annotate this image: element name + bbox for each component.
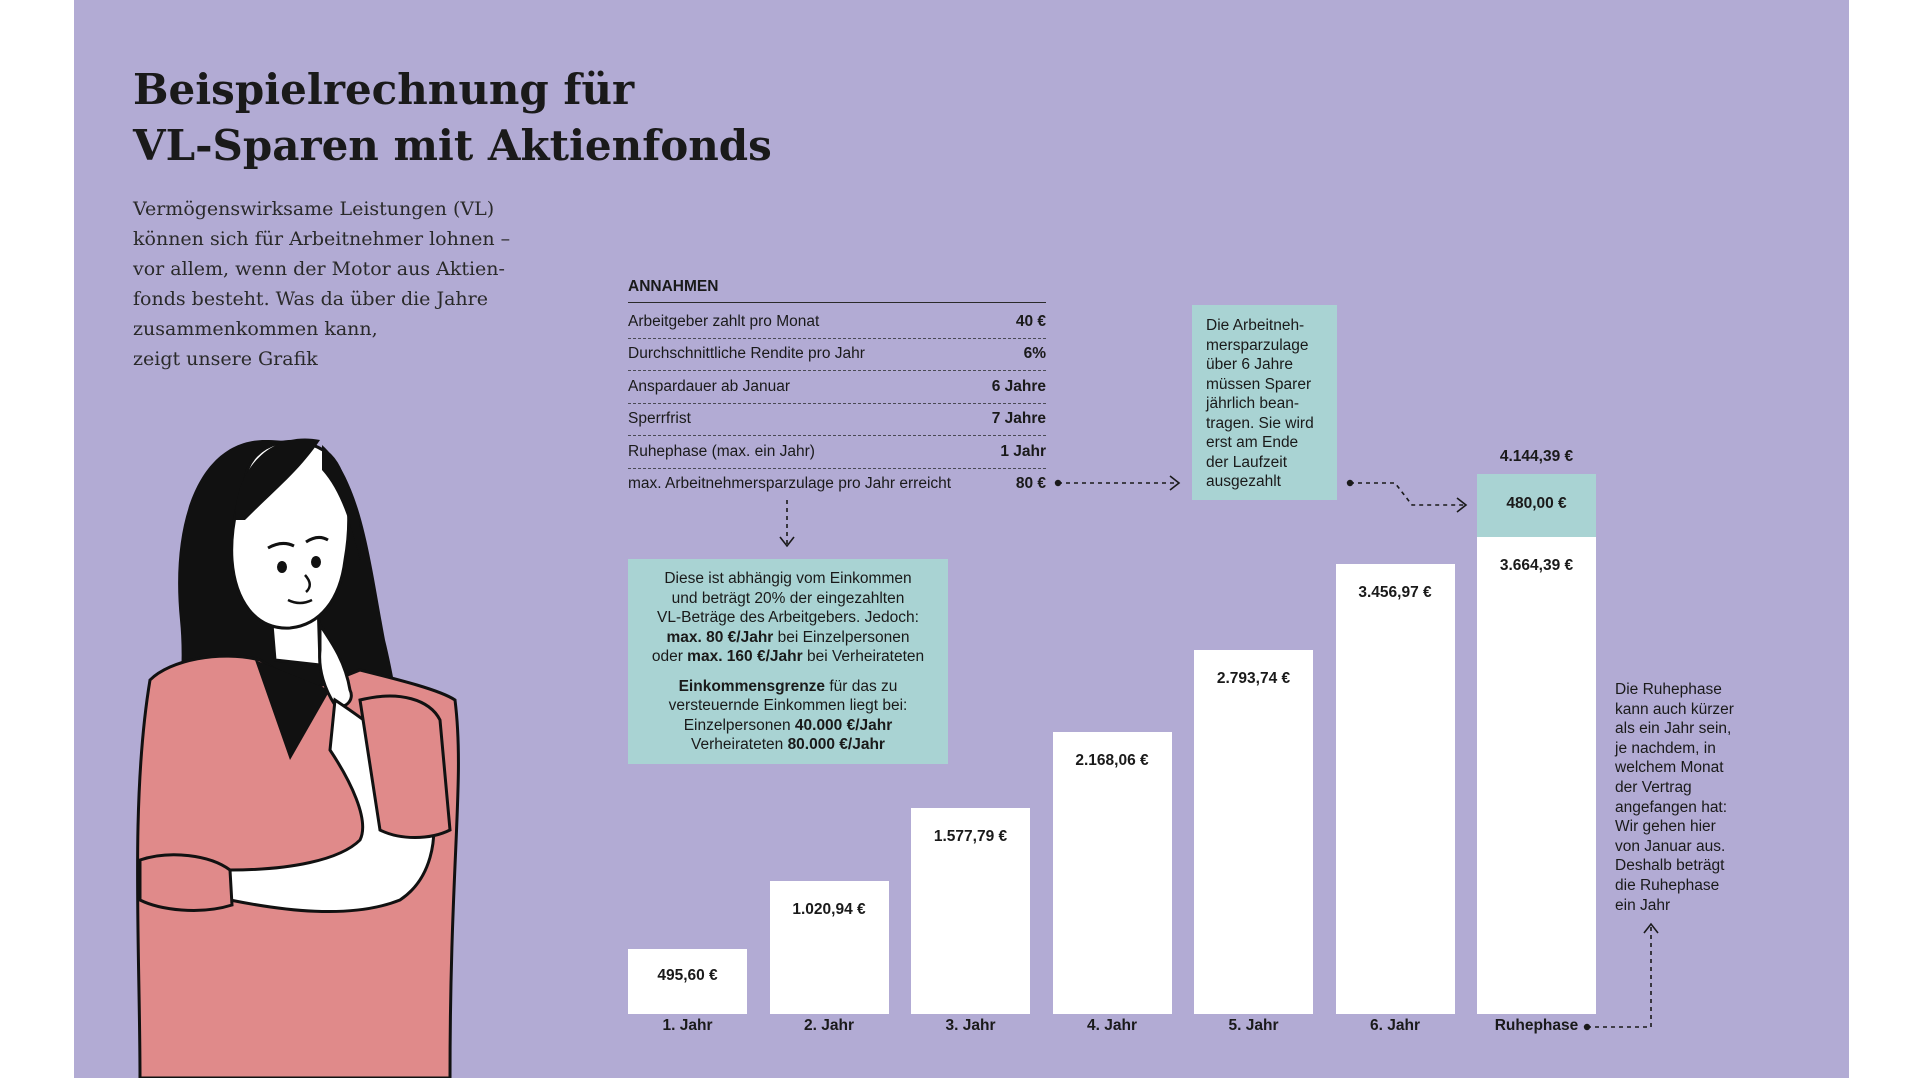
note-line: als ein Jahr sein, <box>1615 720 1732 738</box>
bar-value-label: 1.577,79 € <box>933 828 1008 846</box>
bar-value-label: 3.456,97 € <box>1358 583 1432 601</box>
income-note-para-1: Diese ist abhängig vom Einkommen und bet… <box>628 569 948 667</box>
zulage-bar-segment <box>1477 474 1596 537</box>
assumption-row: Ruhephase (max. ein Jahr) 1 Jahr <box>628 436 1046 469</box>
note-line: müssen Sparer <box>1206 375 1312 393</box>
note-line: Die Ruhephase <box>1615 681 1722 698</box>
total-value-label: 4.144,39 € <box>1499 448 1574 465</box>
note-line: oder <box>651 648 688 665</box>
note-line: angefangen hat: <box>1615 798 1728 816</box>
assumption-label: Anspardauer ab Januar <box>628 378 791 395</box>
note-line: Deshalb beträgt <box>1615 857 1725 875</box>
note-line: kann auch kürzer <box>1615 700 1734 718</box>
note-bold: 40.000 €/Jahr <box>794 716 893 734</box>
assumption-value: 1 Jahr <box>1000 443 1046 460</box>
assumptions-heading: ANNAHMEN <box>628 278 1046 303</box>
assumption-label: Sperrfrist <box>628 410 691 427</box>
assumption-label: max. Arbeitnehmersparzulage pro Jahr err… <box>628 475 952 492</box>
assumption-value: 80 € <box>1015 475 1046 492</box>
note-line: ein Jahr <box>1615 896 1671 914</box>
x-axis-label: 4. Jahr <box>1087 1017 1137 1034</box>
note-line: der Vertrag <box>1615 778 1692 796</box>
assumption-label: Ruhephase (max. ein Jahr) <box>628 443 815 460</box>
assumption-row: Anspardauer ab Januar 6 Jahre <box>628 371 1046 404</box>
note-line: und beträgt 20% der eingezahlten <box>671 589 905 607</box>
note-bold: max. 160 €/Jahr <box>687 648 803 665</box>
note-line: die Ruhephase <box>1615 876 1720 894</box>
note-line: welchem Monat <box>1615 759 1724 777</box>
note-line: erst am Ende <box>1206 434 1299 451</box>
income-note-box: Diese ist abhängig vom Einkommen und bet… <box>628 559 948 764</box>
note-bold: max. 80 €/Jahr <box>666 628 774 646</box>
note-line: jährlich bean- <box>1206 395 1300 412</box>
bar-value-label: 495,60 € <box>657 967 718 985</box>
x-axis-label: Ruhephase <box>1494 1017 1579 1034</box>
arrow-up-icon <box>1587 925 1652 1028</box>
assumption-row: Durchschnittliche Rendite pro Jahr 6% <box>628 338 1046 371</box>
note-bold: 80.000 €/Jahr <box>787 736 885 753</box>
intro-line: vor allem, wenn der Motor aus Aktien- <box>133 258 505 280</box>
x-axis-label: 5. Jahr <box>1228 1017 1279 1034</box>
x-axis-label: 3. Jahr <box>945 1017 996 1034</box>
title-line-1: Beispielrechnung für <box>133 65 635 114</box>
x-axis-label: 6. Jahr <box>1370 1017 1420 1034</box>
note-line: Diese ist abhängig vom Einkommen <box>664 570 912 587</box>
note-line: VL-Beträge des Arbeitgebers. Jedoch: <box>657 609 919 626</box>
page-title: Beispielrechnung für VL-Sparen mit Aktie… <box>133 62 772 174</box>
note-line: Einzelpersonen <box>683 716 795 734</box>
assumption-label: Arbeitgeber zahlt pro Monat <box>628 313 820 330</box>
intro-line: Vermögenswirksame Leistungen (VL) <box>133 198 495 220</box>
ruhephase-note: Die Ruhephase kann auch kürzer als ein J… <box>1615 680 1755 915</box>
assumption-row: max. Arbeitnehmersparzulage pro Jahr err… <box>628 468 1046 500</box>
note-line: je nachdem, in <box>1615 739 1716 757</box>
bar <box>1477 536 1596 1014</box>
note-line: Verheirateten <box>691 736 788 753</box>
intro-line: fonds besteht. Was da über die Jahre <box>133 288 488 310</box>
note-line: für das zu <box>825 677 898 695</box>
note-line: Wir gehen hier <box>1615 818 1716 836</box>
note-line: der Laufzeit <box>1206 453 1287 471</box>
intro-line: zusammenkommen kann, <box>133 318 378 340</box>
assumption-value: 7 Jahre <box>991 410 1046 427</box>
assumption-row: Arbeitgeber zahlt pro Monat 40 € <box>628 306 1046 339</box>
x-axis-label: 2. Jahr <box>804 1017 854 1034</box>
assumption-row: Sperrfrist 7 Jahre <box>628 403 1046 436</box>
assumption-value: 40 € <box>1015 313 1046 330</box>
x-axis-label: 1. Jahr <box>662 1017 713 1034</box>
income-note-para-2: Einkommensgrenze für das zu versteuernde… <box>628 677 948 755</box>
note-line: bei Verheirateten <box>802 648 925 665</box>
bar-value-label: 2.793,74 € <box>1216 669 1291 687</box>
intro-line: können sich für Arbeitnehmer lohnen – <box>133 228 511 250</box>
note-line: ausgezahlt <box>1206 473 1281 490</box>
note-bold: Einkommensgrenze <box>678 677 826 695</box>
note-line: über 6 Jahre <box>1206 356 1294 373</box>
assumption-value: 6 Jahre <box>991 378 1046 395</box>
bar-value-label: 1.020,94 € <box>792 900 866 918</box>
bar <box>1194 649 1313 1014</box>
arrow-right-icon <box>1350 482 1465 506</box>
note-line: bei Einzelpersonen <box>773 628 910 646</box>
bar <box>1335 563 1455 1014</box>
bar <box>1052 731 1172 1014</box>
bar-value-label: 2.168,06 € <box>1075 751 1149 769</box>
bar <box>769 880 889 1014</box>
zulage-note-box: Die Arbeitneh- mersparzulage über 6 Jahr… <box>1192 305 1337 500</box>
intro-line: zeigt unsere Grafik <box>133 348 318 370</box>
assumption-label: Durchschnittliche Rendite pro Jahr <box>628 345 865 362</box>
bar <box>911 808 1030 1014</box>
title-line-2: VL-Sparen mit Aktienfonds <box>133 121 772 170</box>
note-line: tragen. Sie wird <box>1206 414 1314 432</box>
bar-value-label: 3.664,39 € <box>1499 556 1574 574</box>
bar <box>628 949 747 1014</box>
note-line: Die Arbeitneh- <box>1206 317 1305 334</box>
zulage-value-label: 480,00 € <box>1506 495 1567 513</box>
note-line: versteuernde Einkommen liegt bei: <box>668 697 908 714</box>
note-line: von Januar aus. <box>1615 837 1726 855</box>
assumption-value: 6% <box>1023 345 1046 362</box>
intro-text: Vermögenswirksame Leistungen (VL) können… <box>133 194 563 374</box>
note-line: mersparzulage <box>1206 336 1309 354</box>
